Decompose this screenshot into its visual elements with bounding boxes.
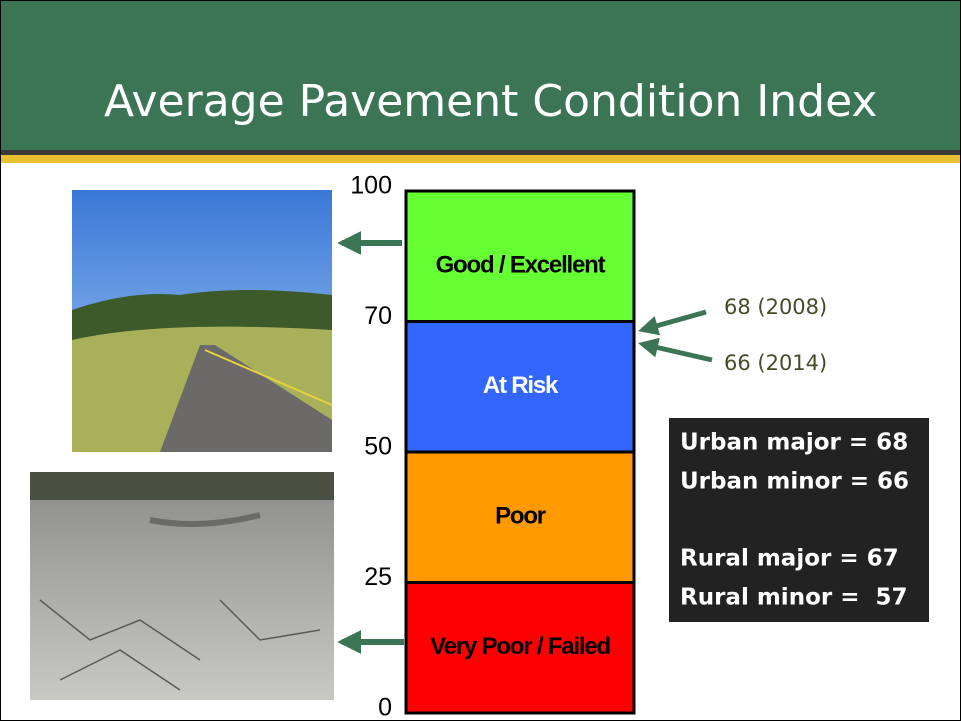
band-label: Very Poor / Failed — [430, 633, 610, 660]
stats-text: Urban major = 68 Urban minor = 66 Rural ma… — [680, 430, 909, 611]
band-label: Good / Excellent — [436, 252, 606, 279]
slide-title: Average Pavement Condition Index — [104, 76, 877, 127]
stat-line: Urban minor = 66 — [680, 469, 909, 495]
band — [404, 450, 636, 584]
header-rule — [0, 150, 961, 155]
stat-line: Urban major = 68 — [680, 430, 908, 456]
arrow-2014 — [638, 337, 713, 363]
band — [404, 581, 636, 715]
scale-tick-label: 70 — [364, 302, 392, 330]
scale-tick-label: 100 — [350, 172, 392, 200]
stat-line: Rural minor = 57 — [680, 585, 908, 611]
band-label: Poor — [495, 503, 546, 530]
scale-tick-label: 0 — [378, 694, 392, 721]
stats-box — [669, 418, 929, 622]
annotation: 68 (2008) — [724, 295, 827, 319]
header-accent — [0, 155, 961, 163]
photo-good-road — [72, 190, 333, 452]
band-label: At Risk — [483, 372, 559, 399]
scale-tick-label: 50 — [364, 433, 392, 461]
scale-tick-label: 25 — [364, 563, 392, 591]
photo-failed-road — [30, 472, 334, 700]
stat-line: Rural major = 67 — [680, 546, 899, 572]
arrow-2008 — [638, 309, 707, 336]
annotation: 66 (2014) — [724, 351, 827, 375]
header-bar — [0, 0, 961, 150]
condition-scale: Good / Excellent At Risk Poor Very Poor / F… — [350, 172, 636, 721]
